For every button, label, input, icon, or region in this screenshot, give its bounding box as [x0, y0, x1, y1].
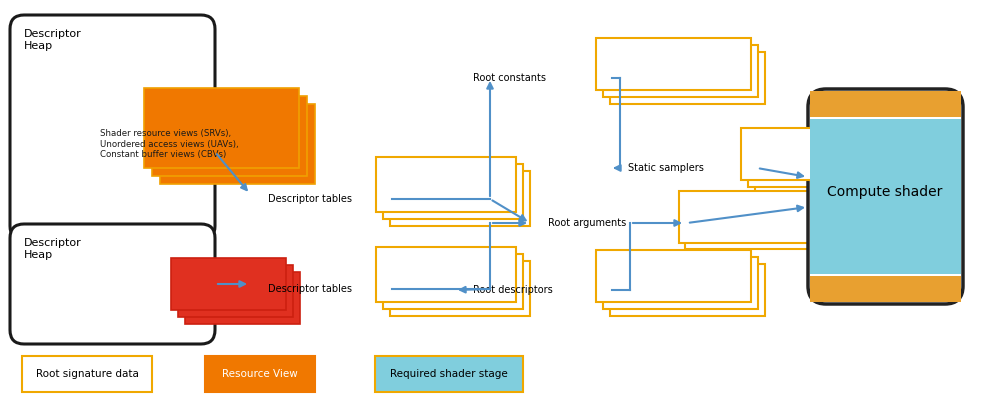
FancyBboxPatch shape [10, 224, 215, 344]
FancyBboxPatch shape [685, 197, 840, 249]
Text: Compute shader: Compute shader [828, 185, 943, 199]
FancyBboxPatch shape [376, 247, 516, 302]
Text: Resource View: Resource View [222, 369, 298, 379]
FancyBboxPatch shape [603, 45, 758, 97]
FancyBboxPatch shape [383, 164, 523, 219]
Text: Root descriptors: Root descriptors [473, 285, 553, 295]
FancyBboxPatch shape [755, 142, 900, 194]
FancyBboxPatch shape [390, 171, 530, 226]
FancyBboxPatch shape [603, 257, 758, 309]
Text: Static samplers: Static samplers [628, 163, 704, 173]
FancyBboxPatch shape [160, 104, 315, 184]
FancyBboxPatch shape [679, 191, 834, 243]
Text: Root signature data: Root signature data [35, 369, 139, 379]
FancyBboxPatch shape [185, 272, 300, 324]
FancyBboxPatch shape [171, 258, 286, 310]
FancyBboxPatch shape [810, 119, 961, 274]
FancyBboxPatch shape [748, 135, 893, 187]
FancyBboxPatch shape [178, 265, 293, 317]
Text: Root arguments: Root arguments [548, 218, 626, 228]
FancyBboxPatch shape [375, 356, 523, 392]
FancyBboxPatch shape [596, 250, 751, 302]
FancyBboxPatch shape [810, 91, 961, 117]
Text: Required shader stage: Required shader stage [390, 369, 508, 379]
FancyBboxPatch shape [610, 264, 765, 316]
Text: Descriptor tables: Descriptor tables [268, 194, 352, 204]
FancyBboxPatch shape [741, 128, 886, 180]
FancyBboxPatch shape [144, 88, 299, 168]
FancyBboxPatch shape [205, 356, 315, 392]
FancyBboxPatch shape [810, 276, 961, 302]
Text: Descriptor
Heap: Descriptor Heap [24, 29, 82, 50]
FancyBboxPatch shape [10, 15, 215, 240]
FancyBboxPatch shape [376, 157, 516, 212]
FancyBboxPatch shape [383, 254, 523, 309]
FancyBboxPatch shape [152, 96, 307, 176]
FancyBboxPatch shape [22, 356, 152, 392]
FancyBboxPatch shape [610, 52, 765, 104]
Text: Descriptor
Heap: Descriptor Heap [24, 238, 82, 260]
Text: Samplers: Samplers [118, 293, 169, 303]
Text: Root constants: Root constants [473, 73, 546, 83]
FancyBboxPatch shape [808, 89, 963, 304]
FancyBboxPatch shape [596, 38, 751, 90]
Text: Shader resource views (SRVs),
Unordered access views (UAVs),
Constant buffer vie: Shader resource views (SRVs), Unordered … [100, 129, 239, 159]
FancyBboxPatch shape [390, 261, 530, 316]
Text: Descriptor tables: Descriptor tables [268, 284, 352, 294]
